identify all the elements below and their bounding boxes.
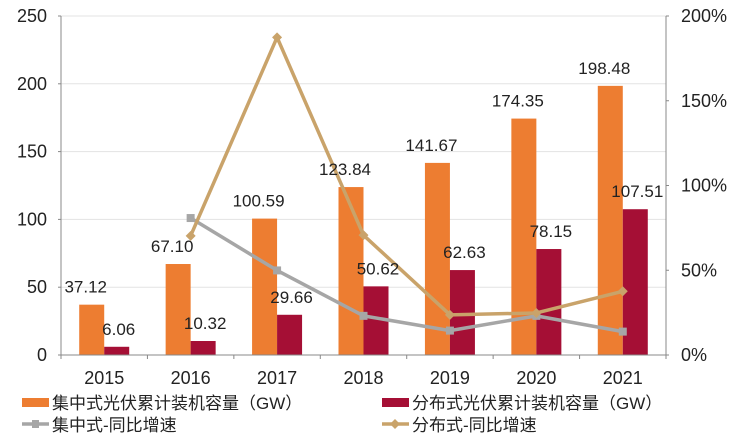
centralized-bar <box>165 264 191 355</box>
legend-label: 分布式-同比增速 <box>412 416 537 435</box>
diamond-marker <box>444 309 455 320</box>
diamond-marker <box>358 230 369 241</box>
centralized-bar <box>597 85 623 356</box>
diamond-marker <box>272 32 283 43</box>
distributed-bar <box>622 209 648 355</box>
bar-data-label: 29.66 <box>270 288 313 307</box>
centralized-bar <box>79 304 105 355</box>
square-marker <box>618 327 627 336</box>
centralized-growth-line <box>189 216 624 334</box>
diamond-marker <box>185 230 196 241</box>
right-axis-tick-label: 50% <box>681 260 717 280</box>
left-axis-tick-label: 100 <box>17 209 47 229</box>
bar-data-label: 78.15 <box>530 222 573 241</box>
bar-data-label: 50.62 <box>357 259 400 278</box>
legend: 集中式光伏累计装机容量（GW） 分布式光伏累计装机容量（GW） 集中式-同比增速 分布… <box>22 394 662 435</box>
square-marker <box>445 326 454 335</box>
bar-data-label: 123.84 <box>319 160 371 179</box>
left-axis-tick-label: 0 <box>37 345 47 365</box>
diamond-marker <box>531 307 542 318</box>
left-axis-tick-label: 50 <box>27 277 47 297</box>
lines <box>185 32 628 336</box>
diamond-marker <box>617 286 628 297</box>
bar-data-label: 100.59 <box>233 192 285 211</box>
square-marker <box>359 311 368 320</box>
square-marker <box>186 214 195 223</box>
legend-label: 集中式光伏累计装机容量（GW） <box>52 394 302 413</box>
data-labels: 37.12 67.10 100.59 123.84 141.67 174.35 198.48… <box>64 59 663 339</box>
distributed-bar <box>536 249 562 355</box>
left-axis-tick-label: 150 <box>17 142 47 162</box>
legend-swatch <box>382 398 409 407</box>
centralized-bar <box>424 162 450 355</box>
x-axis-tick-label: 2016 <box>171 368 211 388</box>
centralized-bar <box>252 218 278 355</box>
bar-data-label: 67.10 <box>151 237 194 256</box>
bar-data-label: 141.67 <box>405 136 457 155</box>
left-axis-tick-label: 200 <box>17 74 47 94</box>
legend-diamond-marker <box>390 419 400 429</box>
bar-data-label: 174.35 <box>492 92 544 111</box>
axes: 0 50 100 150 200 250 0% 50% 100% 150% 200% 2015 2016… <box>17 6 727 388</box>
distributed-bar <box>277 314 303 355</box>
gridlines <box>61 15 666 288</box>
square-marker <box>273 266 282 275</box>
right-axis-tick-label: 0% <box>681 345 707 365</box>
distributed-bar <box>190 341 216 355</box>
x-axis-tick-label: 2018 <box>343 368 383 388</box>
x-axis-tick-label: 2017 <box>257 368 297 388</box>
distributed-bar <box>449 270 475 355</box>
legend-label: 分布式光伏累计装机容量（GW） <box>412 394 662 413</box>
distributed-growth-line <box>189 35 624 317</box>
left-axis-tick-label: 250 <box>17 6 47 26</box>
right-axis-tick-label: 100% <box>681 176 727 196</box>
legend-square-marker <box>32 420 39 428</box>
bar-data-label: 10.32 <box>184 314 227 333</box>
right-axis-tick-label: 150% <box>681 91 727 111</box>
bar-data-label: 107.51 <box>611 182 663 201</box>
x-axis-tick-label: 2019 <box>430 368 470 388</box>
bar-data-label: 37.12 <box>64 278 107 297</box>
legend-label: 集中式-同比增速 <box>52 416 177 435</box>
legend-swatch <box>22 398 49 407</box>
right-axis-tick-label: 200% <box>681 6 727 26</box>
bar-data-label: 6.06 <box>102 320 135 339</box>
distributed-bar <box>104 346 130 355</box>
x-axis-tick-label: 2021 <box>603 368 643 388</box>
bar-data-label: 198.48 <box>578 59 630 78</box>
x-axis-tick-label: 2015 <box>84 368 124 388</box>
x-axis-tick-label: 2020 <box>516 368 556 388</box>
bar-data-label: 62.63 <box>443 243 486 262</box>
centralized-bar <box>338 187 364 355</box>
